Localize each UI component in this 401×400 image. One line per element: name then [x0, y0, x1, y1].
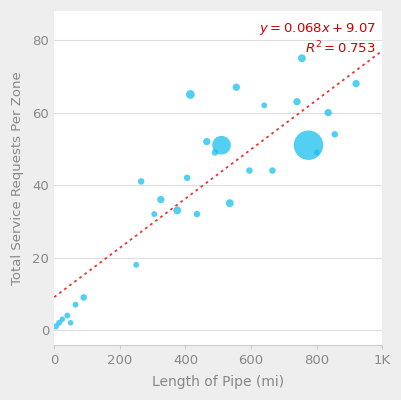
Point	[133, 262, 139, 268]
Point	[324, 109, 330, 116]
Point	[174, 207, 180, 214]
Point	[157, 196, 164, 203]
Text: $y = 0.068x + 9.07$
$R^2 = 0.753$: $y = 0.068x + 9.07$ $R^2 = 0.753$	[258, 21, 375, 56]
Point	[260, 102, 267, 108]
Y-axis label: Total Service Requests Per Zone: Total Service Requests Per Zone	[11, 71, 24, 285]
Point	[233, 84, 239, 90]
Point	[352, 80, 358, 87]
Point	[72, 302, 79, 308]
Point	[151, 211, 157, 217]
Point	[56, 320, 62, 326]
Point	[226, 200, 232, 206]
X-axis label: Length of Pipe (mi): Length of Pipe (mi)	[152, 375, 284, 389]
Point	[313, 149, 319, 156]
Point	[53, 323, 59, 330]
Point	[304, 142, 311, 148]
Point	[64, 312, 70, 319]
Point	[59, 316, 65, 322]
Point	[331, 131, 337, 138]
Point	[298, 55, 304, 62]
Point	[203, 138, 209, 145]
Point	[187, 91, 193, 98]
Point	[80, 294, 87, 301]
Point	[293, 98, 300, 105]
Point	[138, 178, 144, 185]
Point	[183, 175, 190, 181]
Point	[193, 211, 200, 217]
Point	[67, 320, 74, 326]
Point	[269, 167, 275, 174]
Point	[245, 167, 252, 174]
Point	[211, 149, 218, 156]
Point	[218, 142, 224, 148]
